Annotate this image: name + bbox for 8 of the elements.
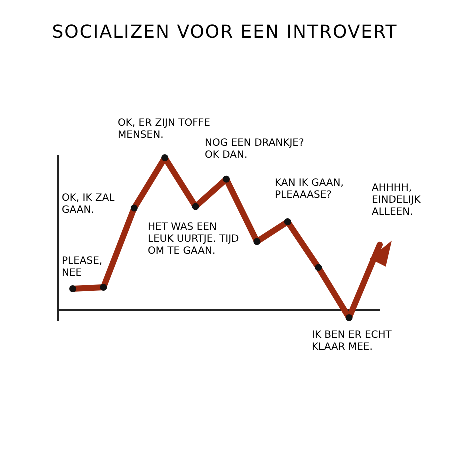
- annotation: NOG EEN DRANKJE? OK DAN.: [205, 138, 306, 162]
- annotation: OK, IK ZAL GAAN.: [62, 193, 116, 217]
- annotation: KAN IK GAAN, PLEAAASE?: [275, 178, 345, 202]
- annotation: PLEASE, NEE: [62, 256, 104, 280]
- chart-title: SOCIALIZEN VOOR EEN INTROVERT: [51, 22, 399, 43]
- text: IK BEN ER ECHT KLAAR MEE.: [312, 330, 393, 354]
- annotation: HET WAS EEN LEUK UURTJE. TIJD OM TE GAAN.: [148, 222, 240, 258]
- annotation: AHHHH, EINDELIJK ALLEEN.: [372, 183, 422, 219]
